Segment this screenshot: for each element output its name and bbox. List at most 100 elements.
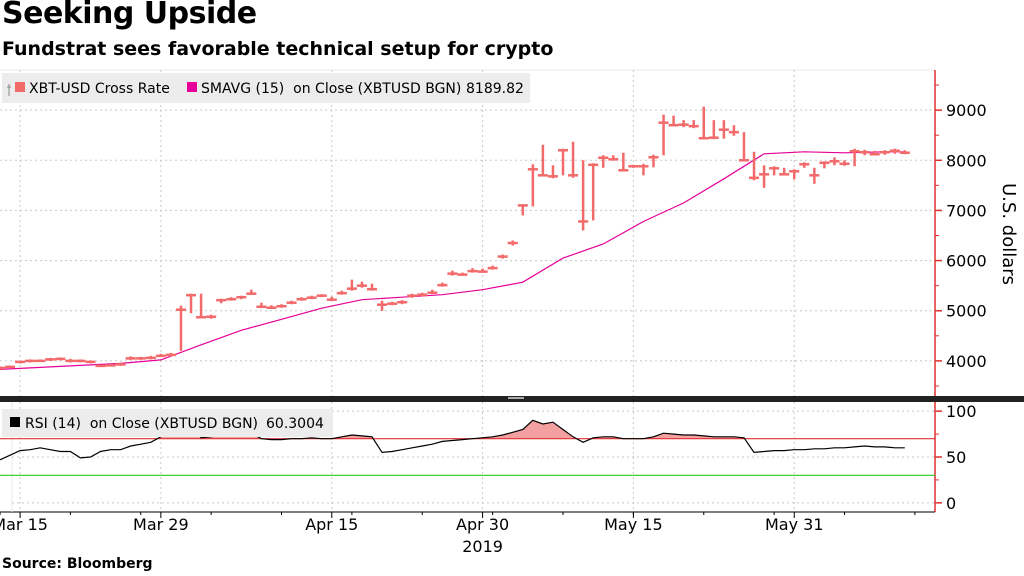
price-bar-65 [648,154,659,168]
price-bar-50 [497,254,508,259]
panel-divider[interactable] [0,396,1024,402]
price-bar-31 [306,295,317,300]
price-bar-85 [849,148,860,167]
price-bar-30 [296,297,307,301]
price-bar-0 [0,366,6,370]
price-bar-37 [366,283,378,291]
rsi-series [0,417,905,461]
price-bar-84 [839,160,850,166]
price-bar-40 [397,300,408,305]
price-bar-59 [588,163,599,221]
price-legend: XBT-USD Cross Rate SMAVG (15) on Close (… [2,73,530,103]
price-bar-77 [769,166,780,176]
price-bar-80 [799,162,810,168]
ma-series [0,151,905,370]
price-bar-54 [537,144,548,177]
series-swatch-smavg [187,82,197,92]
x-ticks: Mar 15 Mar 29 Apr 15 Apr 30 May 15 May 31 [0,512,916,534]
page-title: Seeking Upside [2,0,257,31]
price-bar-64 [638,163,649,176]
price-bar-9 [85,360,96,364]
page-subtitle: Fundstrat sees favorable technical setup… [2,38,554,60]
price-bar-71 [708,120,719,140]
price-bar-79 [789,169,800,180]
x-tick-label-1: Mar 29 [133,515,189,534]
price-bars [0,106,910,370]
legend-rsi-value: 60.3004 [266,416,324,432]
rsi-overbought-area [472,420,577,439]
price-bar-24 [236,295,247,300]
price-bar-34 [336,290,347,295]
y-axis-title: U.S. dollars [998,183,1019,285]
x-grid [19,70,795,512]
price-bar-44 [437,282,448,287]
price-bar-12 [115,362,126,366]
price-bar-78 [779,167,790,176]
price-tick-label-2: 6000 [946,252,987,271]
price-bar-76 [759,165,770,188]
price-bar-17 [165,352,176,357]
x-tick-label-4: May 15 [604,515,663,534]
price-bar-74 [738,132,750,162]
rsi-overbought-area [643,433,745,439]
price-bar-38 [377,300,388,311]
price-bar-70 [698,106,709,140]
x-tick-label-2: Apr 15 [305,515,358,534]
price-bar-14 [135,356,146,360]
rsi-tick-label-2: 100 [946,402,977,421]
price-bar-60 [598,155,609,168]
price-bar-89 [889,148,900,154]
price-bar-90 [899,150,910,155]
source-note: Source: Bloomberg [2,556,153,572]
price-bar-88 [879,150,890,155]
candle-legend-icon [7,84,11,96]
price-bar-23 [226,297,237,301]
price-tick-label-5: 9000 [946,101,987,120]
price-bar-58 [578,160,589,231]
rsi-tick-label-0: 0 [946,494,956,513]
rsi-overbought-area [331,435,374,439]
price-bar-56 [557,148,569,176]
price-bar-39 [387,301,398,306]
price-bar-72 [718,120,729,139]
price-bar-46 [457,272,468,276]
price-bar-28 [276,304,287,308]
price-bar-6 [55,357,66,361]
price-bar-20 [196,293,207,319]
price-bar-47 [467,268,478,273]
price-bar-18 [175,305,186,351]
price-bar-67 [668,115,679,127]
price-bar-8 [75,359,86,363]
price-bar-1 [5,365,16,369]
price-bar-25 [246,289,257,295]
price-bar-22 [216,298,227,304]
price-bar-33 [326,296,337,301]
price-bar-86 [859,149,870,156]
price-panel-frame [0,69,936,397]
price-bar-51 [507,240,518,246]
price-bar-53 [527,164,538,207]
price-bar-5 [45,357,56,361]
x-tick-label-3: Apr 30 [456,515,509,534]
price-tick-label-3: 7000 [946,201,987,220]
series-swatch-rsi [10,417,20,427]
price-bar-66 [658,114,669,156]
price-bar-3 [25,359,36,363]
price-bar-19 [185,293,197,314]
price-bar-26 [256,302,267,309]
x-tick-label-5: May 31 [765,515,824,534]
price-bar-68 [678,120,689,128]
rsi-legend: RSI (14) on Close (XBTUSD BGN) 60.3004 [2,409,333,437]
legend-smavg-value: 8189.82 [466,81,524,97]
price-grid [0,109,935,362]
price-bar-21 [206,314,217,319]
price-bar-48 [477,268,488,273]
price-bar-75 [749,151,760,181]
price-bar-10 [95,364,106,368]
price-bar-55 [547,165,558,179]
price-bar-32 [316,294,327,298]
price-bar-13 [125,356,136,360]
price-bar-15 [145,355,156,360]
price-bar-69 [688,120,699,129]
price-bar-36 [356,281,367,288]
